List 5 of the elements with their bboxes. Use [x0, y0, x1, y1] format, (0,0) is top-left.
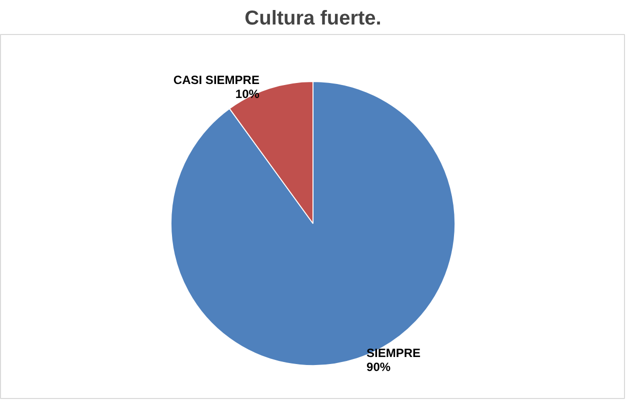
data-label: 10% — [235, 87, 260, 102]
slice-label: SIEMPRE — [366, 346, 421, 360]
data-label: 90% — [366, 360, 391, 374]
chart-title: Cultura fuerte. — [244, 8, 382, 30]
slice-label: CASI SIEMPRE — [173, 73, 260, 88]
